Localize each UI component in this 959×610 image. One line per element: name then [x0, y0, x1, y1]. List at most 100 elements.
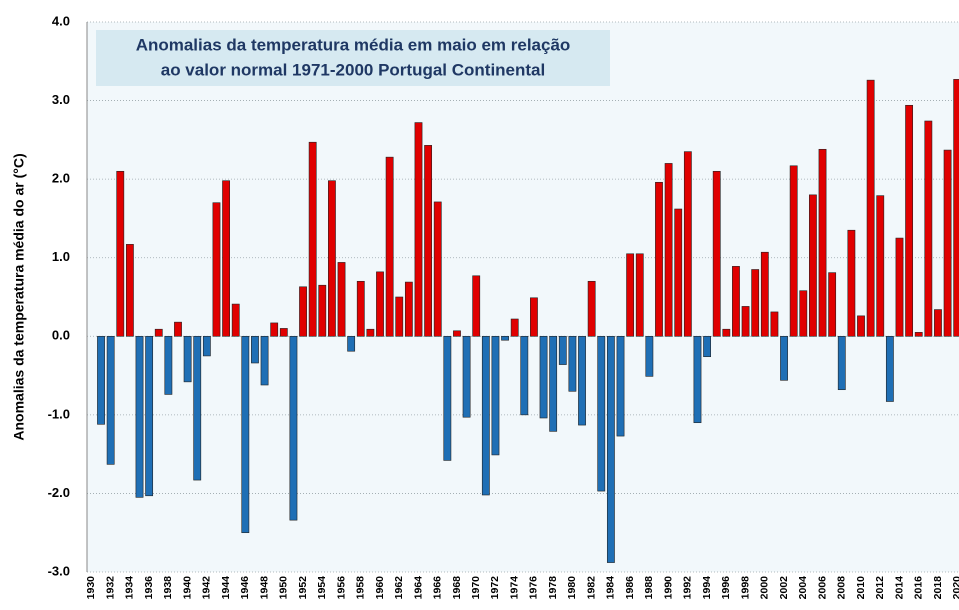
bar: [760, 251, 769, 337]
bar: [202, 335, 211, 357]
bar: [934, 309, 942, 337]
bar: [674, 208, 683, 337]
x-tick-label: 1990: [662, 576, 674, 600]
y-tick-label: -3.0: [48, 563, 70, 578]
bar: [732, 266, 740, 337]
bar: [356, 280, 365, 337]
bar: [539, 335, 548, 419]
y-tick-label: 3.0: [52, 92, 70, 107]
bar: [905, 104, 914, 337]
x-tick-label: 1986: [624, 576, 636, 600]
bar: [145, 335, 154, 497]
bar: [809, 194, 817, 337]
bar: [328, 180, 336, 337]
bar: [606, 335, 615, 563]
bar: [106, 335, 115, 465]
y-axis-label: Anomalias da temperatura média do ar (°C…: [11, 153, 27, 440]
bar: [260, 335, 269, 386]
bar: [828, 272, 837, 337]
bar: [847, 229, 856, 337]
bar: [722, 328, 731, 337]
bar: [308, 141, 317, 337]
bar: [703, 335, 711, 358]
bar: [741, 306, 750, 337]
bar: [578, 335, 586, 426]
bar: [251, 335, 259, 364]
bar: [135, 335, 144, 498]
chart-title: Anomalias da temperatura média em maio e…: [136, 35, 571, 54]
x-tick-label: 1948: [258, 576, 270, 600]
x-tick-label: 2018: [932, 576, 944, 600]
x-tick-label: 1962: [393, 576, 405, 600]
bar: [154, 328, 163, 337]
chart-title: ao valor normal 1971-2000 Portugal Conti…: [161, 60, 546, 79]
x-tick-label: 1982: [585, 576, 597, 600]
x-tick-label: 1940: [181, 576, 193, 600]
bar: [337, 262, 346, 337]
x-tick-label: 1966: [432, 576, 444, 600]
x-tick-label: 1950: [278, 576, 290, 600]
x-tick-label: 2010: [855, 576, 867, 600]
x-tick-label: 1936: [143, 576, 155, 600]
x-tick-label: 1952: [297, 576, 309, 600]
bar: [751, 269, 760, 337]
bar: [635, 253, 644, 337]
y-tick-label: 1.0: [52, 249, 70, 264]
y-tick-label: 2.0: [52, 171, 70, 186]
bar: [683, 151, 692, 337]
bar: [799, 290, 808, 337]
bar: [174, 321, 182, 337]
bar: [664, 163, 673, 337]
title-box: [96, 30, 610, 86]
bar: [299, 286, 307, 337]
bar: [953, 79, 959, 337]
bar: [501, 335, 509, 341]
bar: [433, 201, 442, 337]
x-tick-label: 2020: [951, 576, 959, 600]
bar: [520, 335, 529, 416]
y-tick-label: 0.0: [52, 328, 70, 343]
bar: [568, 335, 577, 392]
bar: [414, 122, 423, 337]
x-tick-label: 2006: [816, 576, 828, 600]
x-tick-label: 1968: [451, 576, 463, 600]
x-tick-label: 1996: [720, 576, 732, 600]
bar: [895, 237, 904, 337]
x-tick-label: 1938: [162, 576, 174, 600]
bar: [212, 202, 221, 337]
x-tick-label: 1946: [239, 576, 251, 600]
bar: [472, 275, 481, 337]
bar: [481, 335, 490, 496]
bar: [279, 328, 288, 337]
bar: [626, 253, 635, 337]
x-tick-label: 1974: [508, 576, 520, 600]
x-tick-label: 1992: [682, 576, 694, 600]
x-tick-label: 1954: [316, 576, 328, 600]
x-tick-label: 1988: [643, 576, 655, 600]
bar: [549, 335, 558, 432]
x-tick-label: 2000: [759, 576, 771, 600]
x-tick-label: 1984: [605, 576, 617, 600]
bar: [164, 335, 173, 395]
bar: [193, 335, 202, 481]
bar: [453, 330, 461, 337]
bar: [116, 170, 125, 337]
bar: [558, 335, 567, 365]
x-tick-label: 2004: [797, 576, 809, 600]
bar: [645, 335, 654, 377]
x-tick-label: 2002: [778, 576, 790, 600]
bar: [443, 335, 452, 461]
x-tick-label: 1978: [547, 576, 559, 600]
bar: [395, 296, 404, 337]
bar: [597, 335, 606, 492]
x-tick-label: 1960: [374, 576, 386, 600]
bar: [270, 322, 279, 337]
bar: [857, 315, 865, 337]
x-tick-label: 1932: [104, 576, 116, 600]
bar: [914, 332, 923, 337]
bar: [289, 335, 298, 521]
bar: [376, 271, 384, 337]
bar: [789, 165, 798, 337]
